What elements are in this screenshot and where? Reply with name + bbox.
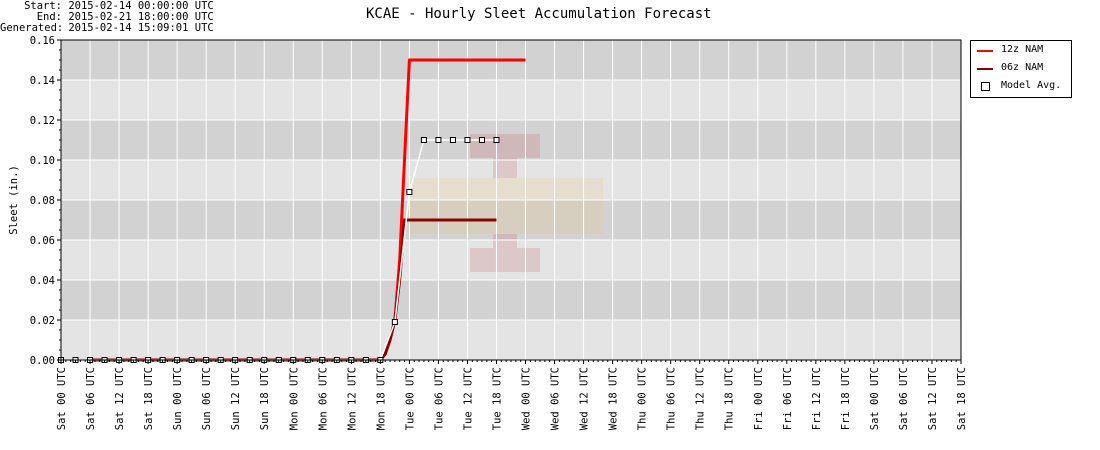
- plot-band: [61, 280, 961, 320]
- data-point: [464, 137, 471, 143]
- y-tick-label: 0.02: [30, 315, 55, 327]
- x-tick-label: Sat 12 UTC: [114, 367, 126, 430]
- end-value: 2015-02-21 18:00:00 UTC: [68, 11, 214, 23]
- x-tick-label: Wed 12 UTC: [579, 367, 591, 430]
- generated-row: Generated: 2015-02-14 15:09:01 UTC: [0, 23, 214, 34]
- start-value: 2015-02-14 00:00:00 UTC: [68, 0, 214, 12]
- x-tick-label: Sun 18 UTC: [259, 367, 271, 430]
- start-row: Start: 2015-02-14 00:00:00 UTC: [0, 1, 214, 12]
- x-tick-label: Thu 00 UTC: [637, 367, 649, 430]
- plot-background: [61, 40, 961, 360]
- generated-value: 2015-02-14 15:09:01 UTC: [68, 22, 214, 34]
- x-tick-label: Sat 06 UTC: [85, 367, 97, 430]
- plot-band: [61, 80, 961, 120]
- end-label: End:: [36, 11, 62, 23]
- x-tick-label: Tue 06 UTC: [433, 367, 445, 430]
- legend-item-12z-nam: 12z NAM: [975, 44, 1069, 58]
- legend-label-12z-nam: 12z NAM: [1001, 44, 1044, 55]
- x-tick-label: Sat 18 UTC: [143, 367, 155, 430]
- x-tick-label: Tue 00 UTC: [404, 367, 416, 430]
- x-tick-label: Mon 00 UTC: [288, 367, 300, 430]
- x-tick-label: Wed 18 UTC: [608, 367, 620, 430]
- plot-band: [61, 200, 961, 240]
- chart-title: KCAE - Hourly Sleet Accumulation Forecas…: [366, 6, 712, 22]
- grid-lines: [61, 40, 961, 360]
- x-tick-label: Wed 00 UTC: [521, 367, 533, 430]
- legend-swatch-06z-nam: [977, 68, 993, 70]
- x-tick-label: Mon 06 UTC: [317, 367, 329, 430]
- x-tick-label: Sat 18 UTC: [956, 367, 968, 430]
- y-tick-label: 0.04: [30, 275, 55, 287]
- legend-label-model-avg: Model Avg.: [1001, 80, 1062, 91]
- x-tick-label: Mon 12 UTC: [346, 367, 358, 430]
- x-tick-label: Wed 06 UTC: [550, 367, 562, 430]
- axes: 0.00 0.02 0.04 0.06 0.08 0.10 0.12 0.14 0.16 Sat …: [30, 35, 968, 430]
- x-tick-label: Sun 12 UTC: [230, 367, 242, 430]
- plot-band: [61, 120, 961, 160]
- plot-band: [61, 240, 961, 280]
- x-tick-label: Sat 00 UTC: [56, 367, 68, 430]
- x-tick-label: Mon 18 UTC: [375, 367, 387, 430]
- x-tick-label: Fri 06 UTC: [782, 367, 794, 430]
- data-point: [493, 137, 500, 143]
- y-axis-label: Sleet (in.): [8, 165, 20, 235]
- legend-swatch-12z-nam: [977, 50, 993, 52]
- y-tick-label: 0.00: [30, 355, 55, 367]
- x-tick-label: Sat 00 UTC: [869, 367, 881, 430]
- legend: 12z NAM 06z NAM Model Avg.: [970, 40, 1072, 98]
- y-tick-label: 0.10: [30, 155, 55, 167]
- legend-item-model-avg: Model Avg.: [975, 80, 1069, 94]
- y-tick-label: 0.06: [30, 235, 55, 247]
- x-tick-label: Thu 06 UTC: [666, 367, 678, 430]
- x-tick-label: Tue 12 UTC: [462, 367, 474, 430]
- x-tick-label: Fri 00 UTC: [753, 367, 765, 430]
- data-point: [449, 137, 456, 143]
- end-row: End: 2015-02-21 18:00:00 UTC: [0, 12, 214, 23]
- run-metadata: Start: 2015-02-14 00:00:00 UTC End: 2015…: [0, 1, 214, 34]
- x-tick-label: Sun 00 UTC: [172, 367, 184, 430]
- legend-label-06z-nam: 06z NAM: [1001, 62, 1044, 73]
- isu-logo-watermark: [407, 134, 603, 272]
- data-point: [420, 137, 427, 143]
- x-tick-label: Sun 06 UTC: [201, 367, 213, 430]
- y-tick-label: 0.16: [30, 35, 55, 47]
- generated-label: Generated:: [0, 22, 64, 34]
- legend-swatch-model-avg: [981, 82, 990, 91]
- x-tick-label: Sat 12 UTC: [927, 367, 939, 430]
- data-point: [478, 137, 485, 143]
- data-point: [406, 189, 413, 195]
- y-tick-label: 0.14: [30, 75, 55, 87]
- plot-band: [61, 320, 961, 360]
- data-point: [435, 137, 442, 143]
- start-label: Start:: [24, 0, 62, 12]
- x-tick-label: Tue 18 UTC: [491, 367, 503, 430]
- x-tick-label: Fri 18 UTC: [840, 367, 852, 430]
- x-tick-label: Sat 06 UTC: [898, 367, 910, 430]
- plot-band: [61, 160, 961, 200]
- y-tick-label: 0.08: [30, 195, 55, 207]
- x-tick-label: Thu 18 UTC: [724, 367, 736, 430]
- data-point: [391, 319, 398, 325]
- legend-item-06z-nam: 06z NAM: [975, 62, 1069, 76]
- y-tick-label: 0.12: [30, 115, 55, 127]
- x-tick-label: Fri 12 UTC: [811, 367, 823, 430]
- x-tick-label: Thu 12 UTC: [695, 367, 707, 430]
